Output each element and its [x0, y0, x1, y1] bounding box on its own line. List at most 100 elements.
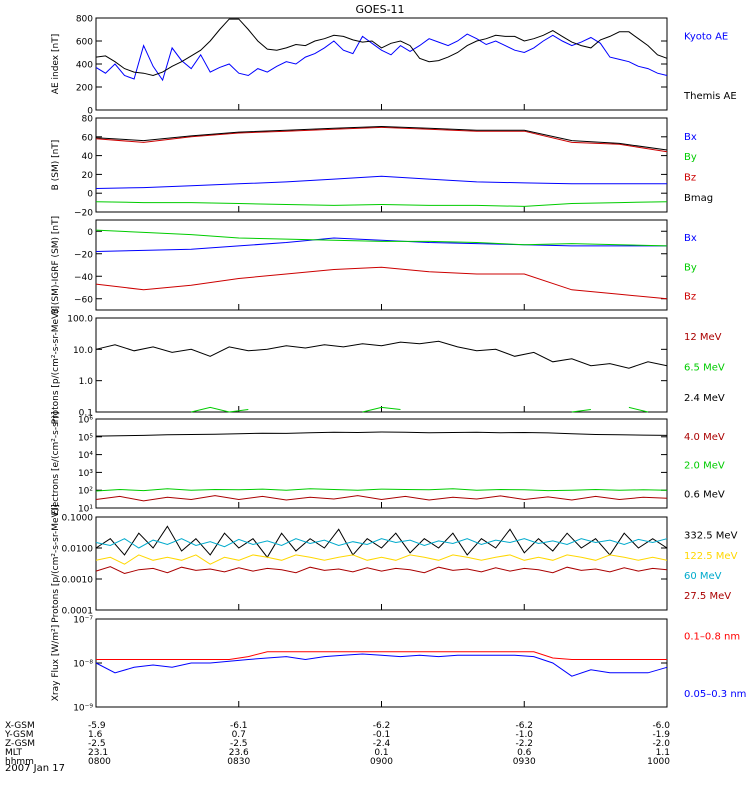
legend-entry: Bx [684, 132, 697, 143]
ephemeris-value: -2.4 [373, 739, 391, 749]
series-line-bmag [95, 125, 668, 151]
y-tick-label: 10.0 [73, 346, 93, 356]
panel-5: 10¹ 10² 10³ 10⁴ 10⁵ 10⁶ Electrons [e/(cm²-s-sr… [51, 412, 725, 516]
series-line-332-5-mev [95, 525, 668, 559]
legend-entry: 2.0 MeV [684, 461, 725, 472]
y-tick-label: −40 [74, 273, 93, 283]
ephemeris-value: -6.0 [652, 721, 670, 731]
ephemeris-value: -2.5 [230, 739, 248, 749]
ephemeris-value: 23.6 [229, 748, 249, 758]
y-tick-label: 10¹ [78, 505, 93, 515]
legend-entry: 60 MeV [684, 571, 722, 582]
ephemeris-value: -1.9 [652, 730, 670, 740]
y-axis-label: Electrons [e/(cm²-s-sr)] [51, 412, 61, 516]
y-tick-label: 600 [76, 38, 93, 48]
y-tick-label: 0 [87, 190, 93, 200]
y-tick-label: 60 [82, 133, 94, 143]
y-tick-label: 10⁴ [78, 451, 93, 461]
y-tick-label: 10⁶ [78, 416, 93, 426]
panel-1: 0 200 400 600 800 AE index [nT] Kyoto AE Themis… [51, 15, 737, 117]
x-tick-label: 1000 [647, 757, 670, 767]
ephemeris-value: 1.6 [88, 730, 103, 740]
y-tick-label: 10³ [78, 469, 93, 479]
series-line-bz [95, 266, 668, 300]
legend-entry: By [684, 262, 697, 273]
legend-entry: 0.6 MeV [684, 490, 725, 501]
legend-entry: 2.4 MeV [684, 393, 725, 404]
legend-entry: 27.5 MeV [684, 591, 731, 602]
legend-entry: Bz [684, 173, 696, 184]
y-tick-label: 10⁻⁸ [73, 660, 93, 670]
x-tick-label: 0830 [227, 757, 250, 767]
x-tick-label: 0930 [513, 757, 536, 767]
ephemeris-value: -6.2 [515, 721, 533, 731]
ephemeris-row-label: X-GSM [5, 721, 35, 731]
y-tick-label: 0.0001 [62, 607, 94, 617]
panel-frame [95, 117, 668, 213]
ephemeris-row-label: Z-GSM [5, 739, 35, 749]
y-axis-label: Xray Flux [W/m²] [51, 625, 61, 701]
y-axis-label: Protons [p/(cm²-s-sr-MeV)] [51, 306, 61, 424]
ephemeris-row-label: Y-GSM [4, 730, 33, 740]
series-line-4-0-mev [95, 495, 668, 502]
ephemeris-value: -6.1 [230, 721, 248, 731]
series-line-bz [95, 126, 668, 153]
series-line-27-5-mev [95, 566, 668, 575]
y-tick-label: 0.0100 [62, 545, 94, 555]
y-tick-label: −60 [74, 295, 93, 305]
series-line-0-6-mev [95, 431, 668, 437]
series-line-bx [95, 175, 667, 189]
panel-frame [95, 219, 668, 311]
panel-7: 10⁻⁹ 10⁻⁸ 10⁻⁷ Xray Flux [W/m²] 0.1–0.8 nm 0.… [51, 616, 746, 714]
series-line-122-5-mev [95, 554, 668, 565]
chart-title: GOES-11 [355, 3, 404, 16]
panel-frame [95, 516, 668, 611]
y-axis-label: Protons [p/(cm²-s-sr-MeV)] [51, 504, 61, 622]
series-line-6-5-mev [191, 406, 649, 413]
series-line-by [95, 201, 668, 207]
ephemeris-value: -2.5 [88, 739, 106, 749]
panel-3: −60 −40 −20 0 B (SM)-IGRF (SM) [nT] Bx By Bz [51, 216, 697, 314]
legend-entry: Themis AE [683, 91, 737, 102]
legend-entry: 332.5 MeV [684, 531, 738, 542]
y-tick-label: 1.0 [79, 377, 94, 387]
y-tick-label: 0 [87, 228, 93, 238]
y-tick-label: 10⁵ [78, 433, 93, 443]
panel-frame [95, 317, 668, 413]
legend-entry: Bz [684, 292, 696, 303]
y-tick-label: −20 [74, 250, 93, 260]
y-tick-label: 100.0 [67, 315, 93, 325]
y-tick-label: 20 [82, 171, 94, 181]
y-tick-label: 0.1 [79, 409, 93, 419]
ephemeris-value: 0.1 [374, 748, 388, 758]
series-line-60-mev [95, 538, 668, 549]
x-tick-label: 0900 [370, 757, 393, 767]
series-line-bx [95, 237, 667, 252]
series-line-themis-ae [95, 18, 668, 77]
y-tick-label: 10² [78, 487, 93, 497]
series-line-0-1-0-8-nm [96, 651, 667, 660]
legend-entry: 12 MeV [684, 332, 722, 343]
y-tick-label: 200 [76, 84, 93, 94]
y-tick-label: 400 [76, 61, 93, 71]
ephemeris-value: 0.6 [517, 748, 532, 758]
series-line-by [95, 229, 668, 247]
legend-entry: Bx [684, 233, 697, 244]
panel-4: 0.1 1.0 10.0 100.0 Protons [p/(cm²-s-sr-MeV)… [51, 306, 725, 424]
ephemeris-value: -1.0 [515, 730, 533, 740]
y-axis-label: AE index [nT] [51, 34, 61, 94]
legend-entry: 0.1–0.8 nm [684, 632, 740, 643]
y-tick-label: 0.0010 [62, 576, 94, 586]
y-axis-label: B (SM)-IGRF (SM) [nT] [51, 216, 61, 314]
legend-entry: 0.05–0.3 nm [684, 689, 746, 700]
y-tick-label: 0 [87, 107, 93, 117]
legend-entry: 122.5 MeV [684, 551, 738, 562]
ephemeris-value: -6.2 [373, 721, 391, 731]
panel-frame [95, 17, 668, 111]
panel-frame [95, 618, 668, 708]
ephemeris-value: 0.7 [232, 730, 246, 740]
